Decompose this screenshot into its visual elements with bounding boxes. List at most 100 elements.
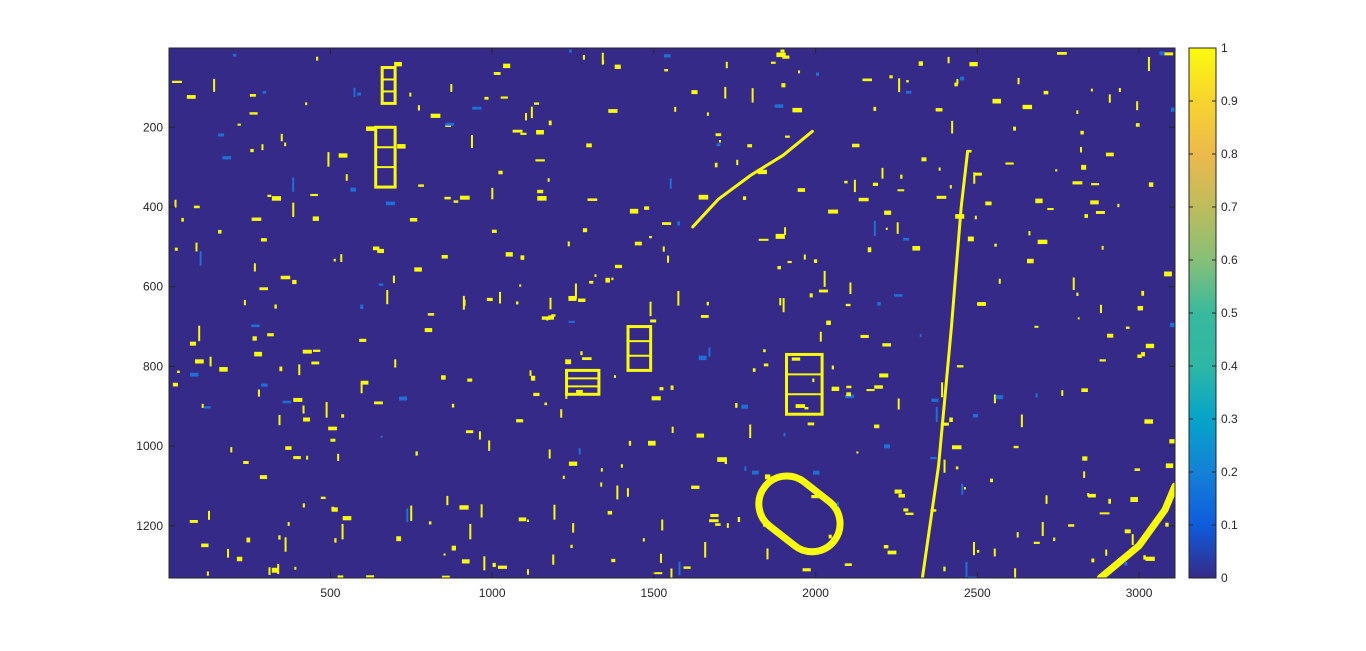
speckle <box>361 380 369 385</box>
speckle <box>204 406 211 409</box>
speckle <box>302 349 312 354</box>
speckle <box>409 92 412 97</box>
speckle <box>879 373 889 378</box>
speckle <box>1124 529 1131 534</box>
speckle <box>453 200 459 203</box>
speckle <box>706 301 709 306</box>
speckle <box>328 426 338 431</box>
speckle <box>784 227 787 235</box>
speckle <box>338 153 348 158</box>
speckle <box>735 402 738 408</box>
speckle <box>1027 258 1034 264</box>
speckle <box>406 508 409 523</box>
speckle <box>360 304 364 310</box>
speckle <box>662 222 672 225</box>
speckle <box>671 426 674 433</box>
speckle <box>1136 101 1139 111</box>
x-tick-label: 500 <box>320 586 340 600</box>
speckle <box>377 248 384 254</box>
speckle <box>1095 210 1105 214</box>
x-axis: 500 1000 1500 2000 2500 3000 <box>320 48 1153 600</box>
speckle <box>846 392 851 397</box>
speckle <box>459 195 470 200</box>
speckle <box>1125 326 1130 329</box>
speckle <box>293 456 301 460</box>
speckle <box>537 189 544 194</box>
speckle <box>644 206 650 210</box>
speckle <box>213 78 216 92</box>
speckle <box>858 197 869 202</box>
colorbar-tick-label: 0.5 <box>1221 306 1238 320</box>
speckle <box>1076 110 1079 114</box>
speckle <box>549 297 552 310</box>
speckle <box>872 182 879 186</box>
speckle <box>736 159 739 166</box>
speckle <box>565 386 568 399</box>
speckle <box>1057 51 1067 55</box>
feature-diagonal-edge-southeast <box>1096 482 1175 578</box>
speckle <box>582 228 588 233</box>
speckle <box>1055 169 1058 172</box>
speckle <box>751 470 759 475</box>
speckle <box>708 519 719 523</box>
speckle <box>782 298 785 313</box>
speckle <box>525 113 528 121</box>
speckle <box>491 187 494 200</box>
speckle <box>763 349 766 353</box>
speckle <box>763 516 766 527</box>
speckle <box>392 275 395 284</box>
speckle <box>954 82 958 87</box>
speckle <box>974 215 977 220</box>
speckle <box>1072 181 1083 185</box>
speckle <box>620 464 623 468</box>
speckle <box>951 445 962 450</box>
speckle <box>569 49 572 53</box>
speckle <box>787 260 792 264</box>
speckle <box>219 367 228 372</box>
speckle <box>198 325 201 342</box>
speckle <box>292 202 295 217</box>
speckle <box>715 523 721 526</box>
speckle <box>737 517 741 522</box>
speckle <box>852 143 860 148</box>
speckle <box>459 505 469 510</box>
speckle <box>415 451 418 456</box>
speckle <box>1016 532 1019 538</box>
speckle <box>1101 245 1104 250</box>
speckle <box>956 365 964 368</box>
speckle <box>233 53 237 57</box>
y-tick-label: 1200 <box>136 519 163 533</box>
speckle <box>341 414 345 418</box>
speckle <box>427 313 435 316</box>
heatmap-speckles <box>171 49 1175 578</box>
speckle <box>1013 126 1016 131</box>
speckle <box>977 302 986 306</box>
speckle <box>251 217 262 221</box>
speckle <box>882 343 891 347</box>
speckle <box>659 387 664 391</box>
speckle <box>691 90 698 95</box>
speckle <box>1099 359 1106 362</box>
speckle <box>698 194 709 200</box>
speckle <box>201 543 209 548</box>
speckle <box>505 252 513 257</box>
speckle <box>811 495 821 499</box>
speckle <box>267 333 274 337</box>
speckle <box>844 563 852 566</box>
speckle <box>189 519 198 523</box>
speckle <box>967 236 974 242</box>
speckle <box>218 133 225 137</box>
feature-outline <box>785 352 824 416</box>
speckle <box>230 447 233 453</box>
speckle <box>706 112 709 116</box>
speckle <box>866 389 875 392</box>
speckle <box>613 375 616 378</box>
speckle <box>691 485 700 489</box>
speckle <box>874 424 880 429</box>
speckle <box>1020 414 1023 428</box>
speckle <box>515 301 519 305</box>
speckle <box>951 120 954 134</box>
speckle <box>1083 471 1086 478</box>
speckle <box>774 104 784 108</box>
speckle <box>972 541 975 556</box>
